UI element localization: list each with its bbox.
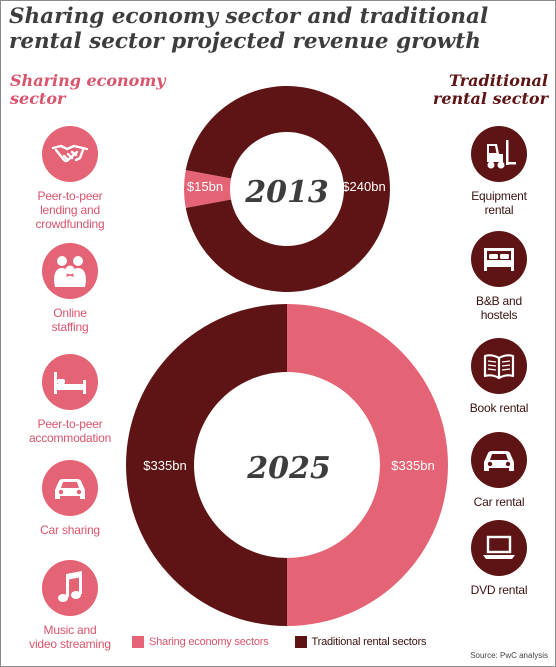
legend-item-sharing: Sharing economy sectors: [132, 636, 269, 648]
people-icon: [42, 243, 98, 299]
legend-item-traditional: Traditional rental sectors: [294, 636, 427, 648]
forklift-icon: [471, 126, 527, 182]
donut-2025-year: 2025: [246, 451, 331, 486]
sharing-economy-header: Sharing economy sector: [10, 71, 166, 108]
donut-segment-2013-sharing: [183, 170, 231, 208]
traditional-item-equipment: Equipment rental: [434, 126, 556, 217]
sharing-item-accommodation-label: Peer-to-peer accommodation: [28, 417, 112, 445]
sharing-item-staffing: Online staffing: [5, 243, 135, 334]
traditional-item-car-rental-label: Car rental: [473, 495, 525, 509]
car-icon: [42, 460, 98, 516]
label-2013-sharing: $15bn: [187, 179, 223, 194]
sharing-item-lending: Peer-to-peer lending and crowdfunding: [5, 126, 135, 231]
car-icon: [471, 432, 527, 488]
sharing-item-lending-label: Peer-to-peer lending and crowdfunding: [35, 189, 105, 231]
music-note-icon: [42, 560, 98, 616]
traditional-rental-header: Traditional rental sector: [432, 71, 548, 108]
traditional-item-dvd: DVD rental: [434, 520, 556, 597]
book-icon: [471, 338, 527, 394]
sharing-item-streaming-label: Music and video streaming: [29, 623, 111, 651]
sharing-item-car-sharing: Car sharing: [5, 460, 135, 537]
chart-title: Sharing economy sector and traditional r…: [9, 4, 489, 54]
donut-2013: [183, 86, 390, 293]
traditional-item-dvd-label: DVD rental: [470, 583, 528, 597]
legend-label-sharing: Sharing economy sectors: [149, 636, 269, 648]
donut-segment-2025-sharing: [287, 304, 448, 626]
traditional-item-car-rental: Car rental: [434, 432, 556, 509]
donut-2025: [126, 304, 448, 626]
handshake-icon: [42, 126, 98, 182]
label-2025-traditional: $335bn: [391, 458, 434, 473]
laptop-icon: [471, 520, 527, 576]
donut-segment-2013-traditional: [185, 86, 390, 293]
bed-icon: [42, 354, 98, 410]
source-note: Source: PwC analysis: [470, 651, 548, 660]
donut-segment-2025-traditional: [126, 304, 287, 626]
sharing-item-accommodation: Peer-to-peer accommodation: [5, 354, 135, 445]
sharing-item-staffing-label: Online staffing: [51, 306, 89, 334]
donut-2013-year: 2013: [244, 175, 329, 210]
legend: Sharing economy sectors Traditional rent…: [132, 634, 452, 650]
traditional-item-bnb-label: B&B and hostels: [476, 294, 522, 322]
label-2013-traditional: $240bn: [342, 179, 385, 194]
sharing-item-streaming: Music and video streaming: [5, 560, 135, 651]
traditional-item-bnb: B&B and hostels: [434, 231, 556, 322]
traditional-item-book: Book rental: [434, 338, 556, 415]
traditional-item-book-label: Book rental: [469, 401, 529, 415]
legend-swatch-traditional: [294, 636, 307, 648]
label-2025-sharing: $335bn: [143, 458, 186, 473]
legend-swatch-sharing: [132, 636, 144, 648]
traditional-item-equipment-label: Equipment rental: [471, 189, 527, 217]
legend-label-traditional: Traditional rental sectors: [311, 636, 427, 648]
sharing-item-car-sharing-label: Car sharing: [40, 523, 100, 537]
bed-icon: [471, 231, 527, 287]
